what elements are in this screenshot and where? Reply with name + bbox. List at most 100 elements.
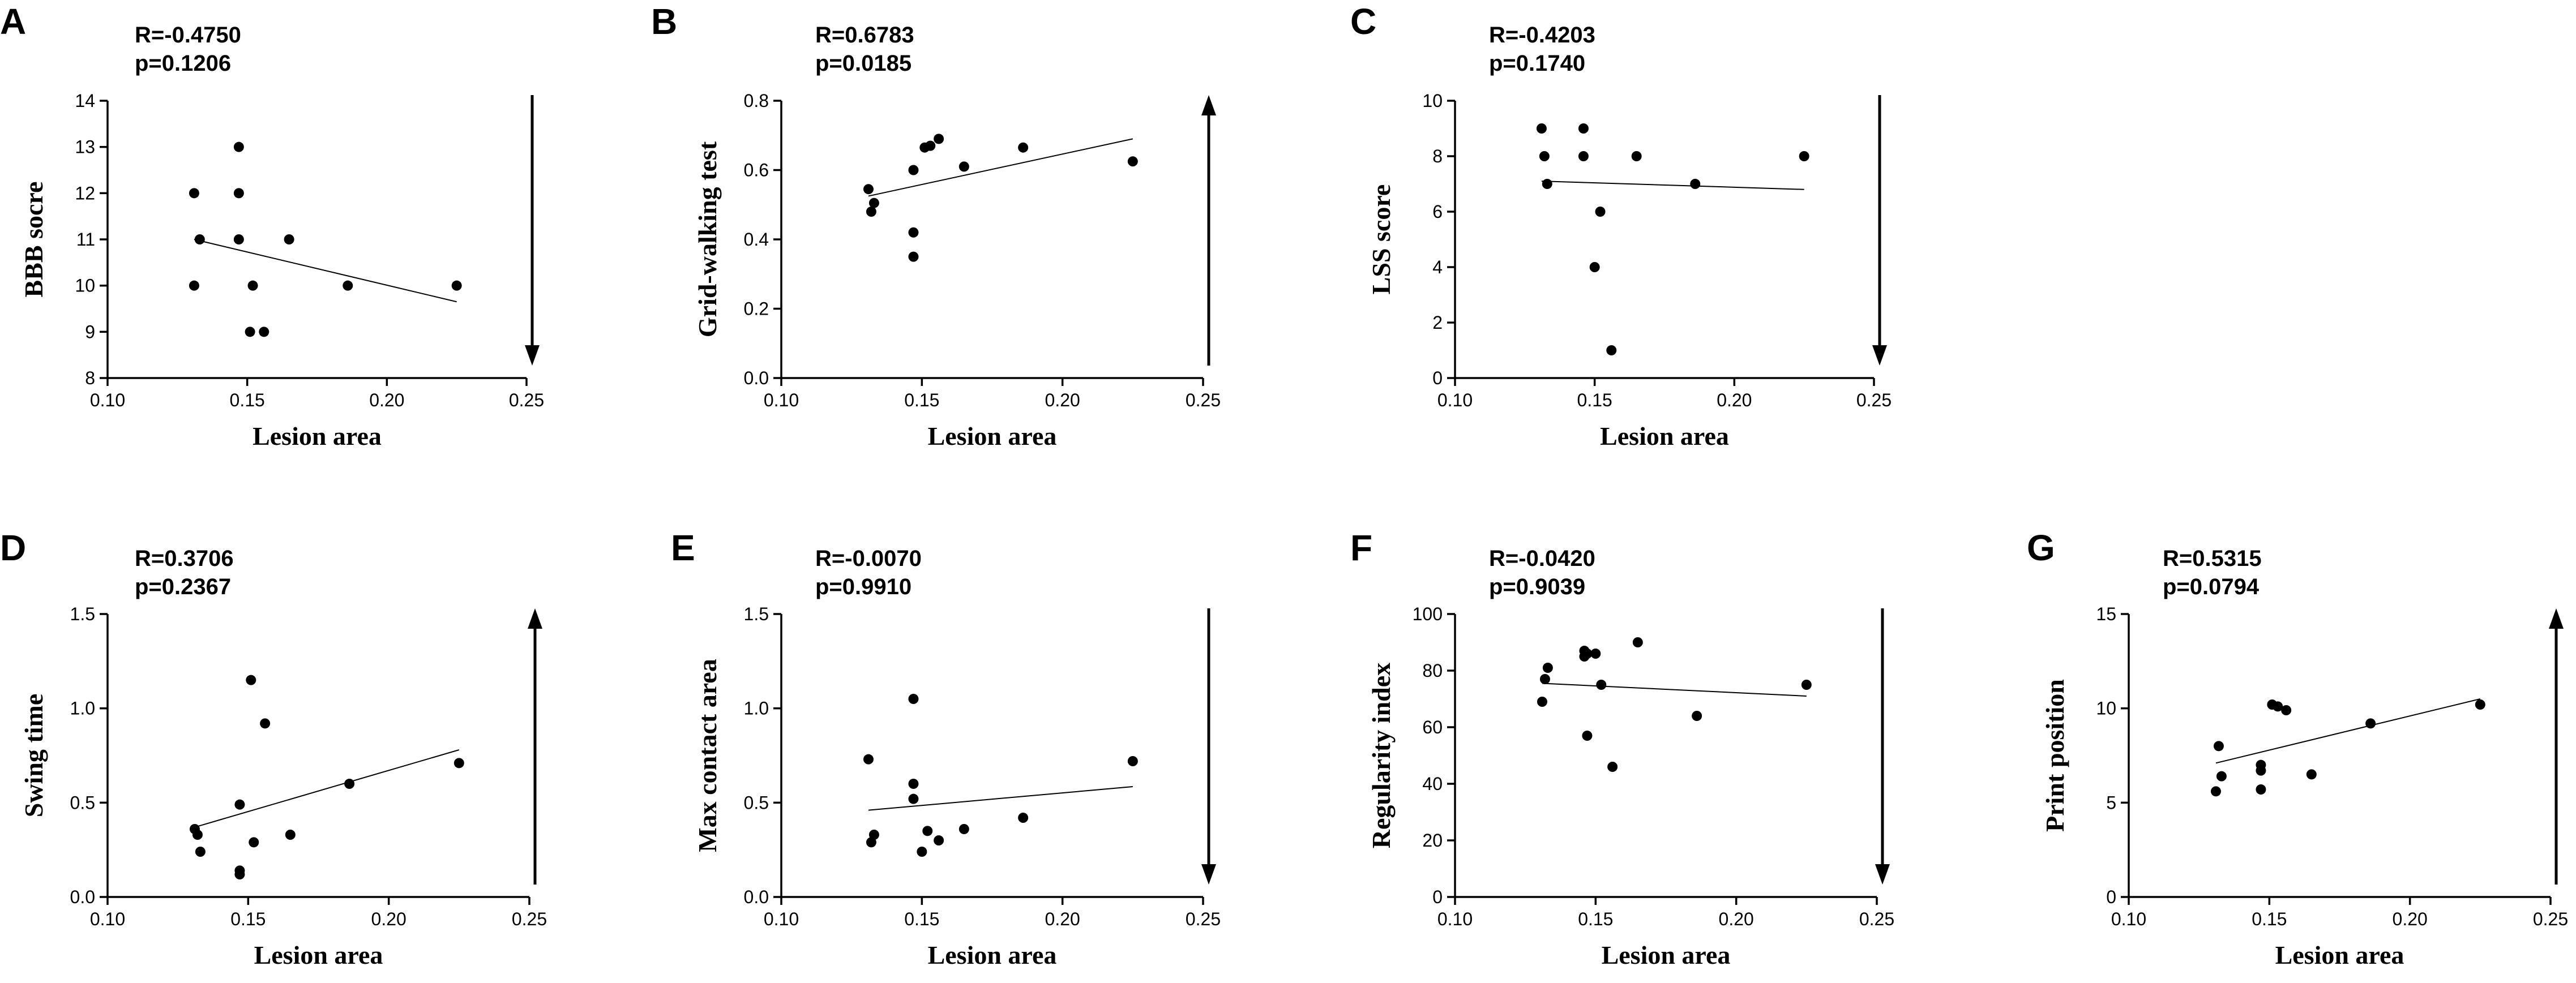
- data-point: [2273, 701, 2283, 712]
- panel-b: B R=0.6783 p=0.0185 0.10 0.15 0.20 0.25 0.0 0.2 0…: [651, 1, 1221, 450]
- y-tick-label: 6: [1432, 201, 1443, 222]
- data-point: [1799, 151, 1809, 161]
- data-point: [1127, 156, 1138, 167]
- x-tick-label: 0.25: [1186, 390, 1221, 410]
- data-point: [1632, 637, 1643, 647]
- y-tick-label: 10: [1422, 91, 1443, 111]
- x-tick-label: 0.15: [904, 390, 939, 410]
- r-value: R=-0.0420: [1489, 546, 1595, 571]
- y-tick-label: 8: [1432, 146, 1443, 166]
- data-point: [247, 280, 258, 291]
- down-arrow-icon: [1201, 864, 1216, 885]
- data-point: [233, 234, 244, 244]
- panel-f: F R=-0.0420 p=0.9039 0.10 0.15 0.20 0.25 0 20 40 6…: [1350, 527, 1894, 969]
- y-tick-label: 80: [1422, 660, 1443, 681]
- data-point: [1018, 142, 1029, 153]
- y-tick-label: 1.5: [744, 604, 769, 624]
- y-tick-label: 9: [85, 321, 95, 342]
- panel-letter: B: [651, 1, 677, 42]
- data-point: [868, 198, 879, 208]
- panel-c: C R=-0.4203 p=0.1740 0.10 0.15 0.20 0.25 0 2 4 6 8 1…: [1350, 1, 1892, 450]
- data-point: [344, 779, 355, 789]
- y-axis-title: Swing time: [19, 694, 48, 818]
- data-point: [260, 718, 271, 729]
- data-point: [284, 234, 294, 244]
- data-point: [908, 779, 919, 789]
- p-value: p=0.2367: [135, 574, 231, 599]
- down-arrow-icon: [1875, 864, 1890, 885]
- up-arrow-icon: [1201, 95, 1216, 115]
- data-point: [1536, 123, 1547, 134]
- y-tick-label: 0: [1432, 368, 1443, 388]
- y-tick-label: 0.8: [744, 91, 769, 111]
- y-tick-label: 0.0: [744, 368, 769, 388]
- x-tick-label: 0.10: [90, 909, 125, 929]
- data-point: [2475, 699, 2485, 710]
- x-tick-label: 0.25: [2533, 909, 2568, 929]
- x-tick-label: 0.20: [1719, 909, 1754, 929]
- data-point: [2216, 771, 2227, 782]
- y-axis-title: BBB socre: [19, 182, 48, 298]
- x-tick-label: 0.10: [764, 909, 799, 929]
- data-point: [2210, 786, 2221, 797]
- data-point: [1578, 151, 1589, 161]
- data-point: [1589, 262, 1600, 272]
- x-tick-label: 0.15: [2252, 909, 2287, 929]
- data-point: [1539, 151, 1550, 161]
- x-tick-label: 0.20: [1045, 390, 1080, 410]
- data-point: [863, 184, 874, 195]
- y-tick-label: 4: [1432, 257, 1443, 277]
- data-point: [908, 227, 919, 238]
- y-tick-label: 15: [2096, 604, 2116, 624]
- data-point: [2365, 718, 2376, 729]
- data-point: [925, 140, 936, 151]
- p-value: p=0.1206: [135, 51, 231, 76]
- panel-g: G R=0.5315 p=0.0794 0.10 0.15 0.20 0.25 0 5 10 15 L…: [2027, 527, 2568, 969]
- x-tick-label: 0.20: [369, 390, 404, 410]
- p-value: p=0.0185: [815, 51, 912, 76]
- data-point: [234, 869, 245, 879]
- x-tick-label: 0.25: [512, 909, 547, 929]
- data-point: [1606, 345, 1617, 355]
- data-point: [343, 280, 353, 291]
- down-arrow-icon: [1872, 345, 1887, 366]
- x-tick-label: 0.10: [90, 390, 125, 410]
- panel-letter: F: [1350, 527, 1372, 568]
- data-point: [246, 675, 256, 685]
- regression-line: [194, 749, 460, 828]
- data-point: [868, 830, 879, 840]
- x-tick-label: 0.20: [371, 909, 406, 929]
- p-value: p=0.9910: [815, 574, 912, 599]
- y-tick-label: 5: [2106, 792, 2116, 813]
- regression-line: [868, 138, 1133, 197]
- y-tick-label: 1.5: [70, 604, 95, 624]
- r-value: R=-0.0070: [815, 546, 922, 571]
- data-point: [1127, 756, 1138, 766]
- y-tick-label: 12: [75, 183, 95, 203]
- y-axis-title: Max contact area: [693, 659, 722, 852]
- data-point: [1692, 711, 1702, 721]
- y-tick-label: 8: [85, 368, 95, 388]
- data-point: [1596, 680, 1607, 690]
- x-tick-label: 0.15: [1577, 390, 1612, 410]
- data-point: [908, 793, 919, 804]
- x-axis-title: Lesion area: [1600, 422, 1729, 450]
- x-axis-title: Lesion area: [2275, 941, 2404, 969]
- r-value: R=0.3706: [135, 546, 234, 571]
- data-point: [934, 134, 944, 144]
- y-tick-label: 0.0: [70, 887, 95, 907]
- data-point: [1590, 649, 1601, 659]
- y-tick-label: 0.2: [744, 299, 769, 319]
- data-point: [1539, 674, 1550, 684]
- panel-e: E R=-0.0070 p=0.9910 0.10 0.15 0.20 0.25 0.0 0.5…: [671, 527, 1221, 969]
- x-tick-label: 0.25: [509, 390, 544, 410]
- x-axis-title: Lesion area: [254, 941, 383, 969]
- y-axis-title: Regularity index: [1367, 663, 1396, 848]
- data-point: [192, 830, 203, 840]
- p-value: p=0.1740: [1489, 51, 1585, 76]
- data-point: [2256, 765, 2266, 776]
- down-arrow-icon: [525, 345, 540, 366]
- panel-letter: D: [0, 527, 26, 568]
- data-point: [1018, 813, 1029, 823]
- x-tick-label: 0.10: [1437, 390, 1473, 410]
